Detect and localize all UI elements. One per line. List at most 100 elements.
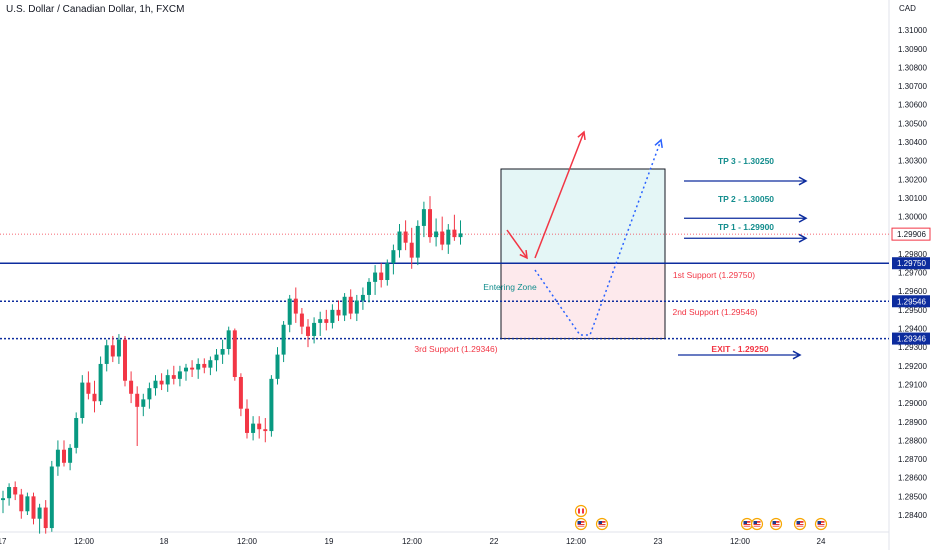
candle-body xyxy=(13,487,18,495)
candle-body xyxy=(330,309,335,323)
tp3-label: TP 3 - 1.30250 xyxy=(718,156,774,166)
candle-body xyxy=(19,494,24,512)
candle-body xyxy=(324,319,329,323)
candle-body xyxy=(25,496,30,512)
candle-body xyxy=(116,339,121,357)
y-tick-label: 1.28400 xyxy=(898,511,927,520)
x-tick-label: 19 xyxy=(325,537,334,546)
y-tick-label: 1.29000 xyxy=(898,399,927,408)
us-flag-icon xyxy=(743,525,751,527)
us-flag-icon xyxy=(753,525,761,527)
y-tick-label: 1.28600 xyxy=(898,474,927,483)
candle-body xyxy=(110,345,115,357)
candle-body xyxy=(196,363,201,370)
support2-label: 2nd Support (1.29546) xyxy=(672,307,757,317)
candle-body xyxy=(360,294,365,301)
entry-arrow xyxy=(506,229,528,259)
candle-body xyxy=(62,449,66,463)
y-tick-label: 1.30400 xyxy=(898,138,927,147)
candle-body xyxy=(190,367,195,370)
candle-body xyxy=(354,300,359,314)
y-tick-label: 1.29800 xyxy=(898,250,927,259)
x-tick-label: 23 xyxy=(654,537,663,546)
candle-body xyxy=(251,423,256,433)
candle-body xyxy=(421,209,426,226)
level-price-tag xyxy=(892,295,930,308)
us-flag-icon xyxy=(577,521,581,524)
axis-currency: CAD xyxy=(899,4,916,13)
candle-body xyxy=(263,429,268,432)
candle-body xyxy=(135,393,140,407)
support1-label: 1st Support (1.29750) xyxy=(673,270,755,280)
candle-body xyxy=(220,349,225,355)
y-tick-label: 1.29100 xyxy=(898,380,927,389)
candle-body xyxy=(153,380,158,389)
us-flag-icon xyxy=(817,521,821,524)
candle-body xyxy=(336,309,341,316)
x-tick-label: 12:00 xyxy=(74,537,95,546)
level-price-label: 1.29346 xyxy=(897,335,926,344)
x-tick-label: 17 xyxy=(0,537,7,546)
support3-label: 3rd Support (1.29346) xyxy=(414,344,497,354)
y-tick-label: 1.30300 xyxy=(898,157,927,166)
candle-body xyxy=(86,382,91,394)
y-tick-label: 1.29400 xyxy=(898,325,927,334)
x-tick-label: 18 xyxy=(160,537,169,546)
candle-body xyxy=(397,231,402,251)
candle-body xyxy=(1,498,5,501)
bullish-arrow xyxy=(534,131,585,259)
last-price-tag xyxy=(891,227,931,241)
x-tick-label: 12:00 xyxy=(237,537,258,546)
entering-zone-label: Entering Zone xyxy=(483,282,537,292)
candle-body xyxy=(238,376,243,409)
candle-body xyxy=(92,393,97,402)
y-tick-label: 1.29500 xyxy=(898,306,927,315)
us-flag-icon xyxy=(772,525,780,527)
level-price-tag xyxy=(892,332,930,345)
candle-body xyxy=(348,296,353,314)
candle-body xyxy=(342,296,347,316)
y-tick-label: 1.29600 xyxy=(898,287,927,296)
candle-body xyxy=(226,330,231,350)
candle-body xyxy=(281,324,286,355)
candle-body xyxy=(287,298,292,325)
level-price-tag xyxy=(892,257,930,270)
y-tick-label: 1.30000 xyxy=(898,213,927,222)
us-flag-icon xyxy=(598,521,602,524)
y-tick-label: 1.30100 xyxy=(898,194,927,203)
y-tick-label: 1.29300 xyxy=(898,343,927,352)
candle-body xyxy=(275,354,280,379)
y-tick-label: 1.31000 xyxy=(898,26,927,35)
candle-body xyxy=(49,466,54,529)
candle-body xyxy=(43,507,48,529)
y-tick-label: 1.28800 xyxy=(898,436,927,445)
tp2-label: TP 2 - 1.30050 xyxy=(718,194,774,204)
last-price-label: 1.29906 xyxy=(897,230,926,239)
candle-body xyxy=(37,507,42,519)
candle-body xyxy=(165,375,170,385)
candle-body xyxy=(147,388,152,400)
x-tick-label: 12:00 xyxy=(730,537,751,546)
candle-body xyxy=(409,242,414,258)
candle-body xyxy=(245,408,249,433)
us-flag-icon xyxy=(743,521,747,524)
candle-body xyxy=(104,345,109,364)
arrow-head xyxy=(654,138,663,149)
candle-body xyxy=(379,272,384,281)
candle-body xyxy=(385,263,390,281)
candle-body xyxy=(306,326,310,336)
candle-body xyxy=(391,250,396,264)
y-tick-label: 1.29200 xyxy=(898,362,927,371)
y-tick-label: 1.30200 xyxy=(898,175,927,184)
tp1-label: TP 1 - 1.29900 xyxy=(718,222,774,232)
candle-body xyxy=(373,272,378,282)
y-tick-label: 1.30500 xyxy=(898,119,927,128)
x-tick-label: 22 xyxy=(490,537,499,546)
level-price-label: 1.29750 xyxy=(897,259,926,268)
y-tick-label: 1.28500 xyxy=(898,492,927,501)
candle-body xyxy=(68,447,73,463)
candle-body xyxy=(80,382,85,419)
candle-body xyxy=(7,487,12,499)
canada-flag-icon xyxy=(580,508,582,514)
